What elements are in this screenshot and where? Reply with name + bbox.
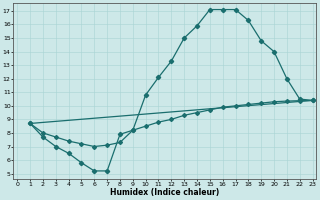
X-axis label: Humidex (Indice chaleur): Humidex (Indice chaleur) <box>110 188 220 197</box>
